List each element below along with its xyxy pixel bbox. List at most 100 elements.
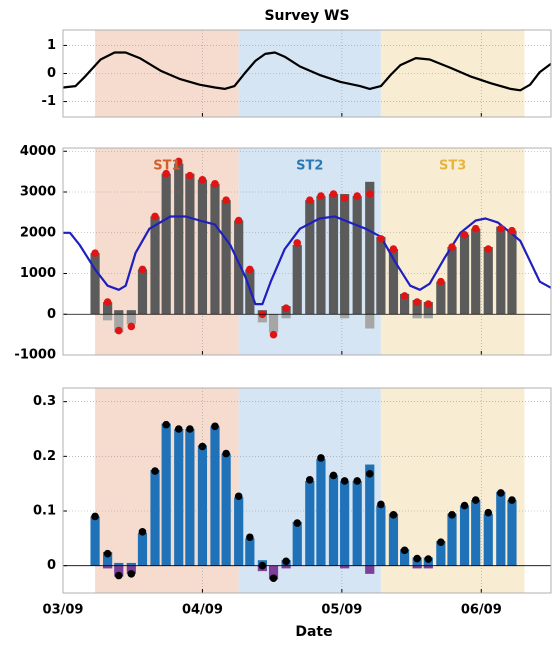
point: [508, 226, 516, 235]
bar: [174, 429, 184, 566]
point: [305, 196, 314, 204]
point: [114, 571, 123, 580]
point: [211, 180, 219, 188]
bar: [90, 253, 100, 315]
point: [186, 171, 194, 180]
point: [127, 322, 136, 331]
y-tick-label: 0.3: [33, 394, 56, 409]
point: [317, 454, 325, 462]
bar: [126, 314, 136, 325]
bar: [90, 516, 100, 566]
line: [62, 51, 552, 92]
x-tick-label: 03/09: [43, 603, 84, 618]
y-tick-label: 4000: [20, 144, 56, 159]
point: [340, 477, 349, 485]
point: [151, 212, 159, 221]
y-tick-label: 0: [47, 307, 56, 322]
point: [460, 230, 469, 239]
bar: [137, 532, 148, 566]
point: [317, 192, 325, 200]
bar: [376, 236, 386, 315]
point: [151, 467, 159, 475]
bar: [365, 181, 375, 315]
bar: [400, 293, 410, 315]
point: [127, 570, 136, 578]
y-tick-label: 0.1: [33, 504, 56, 519]
point: [353, 477, 361, 485]
point: [400, 546, 409, 555]
point: [484, 508, 493, 517]
bar: [292, 244, 302, 315]
point: [174, 157, 183, 166]
bar: [245, 538, 255, 566]
point: [103, 298, 112, 306]
point: [211, 422, 219, 431]
point: [424, 555, 433, 563]
y-tick-label: 0: [47, 558, 56, 573]
bar: [292, 521, 302, 566]
bar: [459, 505, 470, 566]
bar: [197, 179, 208, 315]
bar: [305, 200, 315, 315]
point: [448, 243, 456, 251]
point: [293, 239, 302, 247]
point: [413, 298, 421, 306]
bar: [365, 464, 375, 566]
bar: [507, 500, 517, 566]
point: [471, 496, 480, 504]
y-tick-label: 2000: [20, 225, 56, 240]
bar: [388, 513, 399, 566]
bar: [316, 459, 326, 566]
bar: [185, 173, 195, 315]
bar: [365, 565, 375, 574]
bar: [281, 565, 291, 569]
bar: [161, 173, 171, 315]
bar: [423, 314, 433, 319]
point: [424, 300, 433, 308]
bar: [412, 299, 422, 315]
point: [103, 549, 112, 558]
point: [293, 519, 302, 527]
bar: [210, 426, 220, 566]
bar: [459, 234, 470, 315]
axes-frame: [62, 147, 552, 356]
point: [484, 245, 493, 253]
point: [340, 194, 349, 202]
point: [471, 224, 480, 233]
point: [305, 476, 314, 484]
x-tick-label: 05/09: [321, 603, 362, 618]
point: [437, 538, 445, 546]
line: [63, 215, 552, 306]
point: [91, 512, 99, 521]
axes-frame: [62, 29, 552, 118]
region-label: ST3: [439, 159, 466, 174]
point: [138, 265, 147, 274]
point: [91, 249, 99, 257]
bar: [483, 513, 493, 566]
bar: [436, 541, 446, 566]
point: [162, 169, 170, 178]
point: [234, 216, 243, 225]
bar: [257, 314, 267, 323]
bar: [483, 247, 493, 315]
bar: [126, 562, 136, 566]
bar: [423, 302, 433, 315]
y-tick-label: 0: [47, 66, 56, 81]
point: [508, 496, 516, 504]
point: [138, 527, 147, 536]
x-tick-label: 06/09: [461, 603, 502, 618]
point: [198, 175, 207, 184]
region-label: ST2: [296, 159, 323, 174]
bar: [412, 565, 422, 569]
bar: [340, 194, 350, 315]
bar: [376, 505, 386, 566]
bar: [234, 220, 244, 315]
y-tick-label: 1: [47, 38, 56, 53]
point: [389, 511, 398, 519]
bar: [114, 314, 124, 333]
point: [269, 574, 278, 583]
point: [234, 492, 243, 501]
x-axis-label: Date: [295, 624, 332, 640]
bar: [103, 302, 113, 315]
